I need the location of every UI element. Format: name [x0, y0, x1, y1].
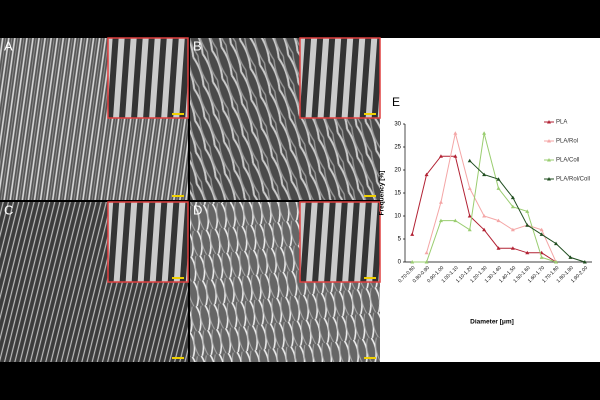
data-point [482, 172, 487, 177]
data-point [438, 154, 443, 158]
legend-marker [547, 139, 551, 143]
data-point [410, 260, 415, 264]
legend-label: PLA [556, 120, 567, 126]
data-point [496, 218, 501, 223]
y-tick-label: 25 [394, 145, 401, 151]
y-tick-label: 30 [394, 122, 401, 128]
legend-marker [547, 158, 551, 162]
y-axis-label: Frequency [%] [379, 171, 386, 216]
data-point [453, 154, 458, 158]
data-point [438, 200, 443, 204]
data-point [453, 131, 458, 135]
data-point [554, 241, 559, 246]
data-point [496, 186, 501, 190]
series-line [426, 133, 557, 263]
y-tick-label: 15 [394, 191, 401, 197]
data-point [424, 260, 429, 264]
data-point [467, 186, 472, 190]
data-point [467, 214, 472, 218]
legend-label: PLA/Coll [556, 158, 579, 164]
inset [299, 37, 381, 119]
data-point [467, 227, 472, 232]
data-point [496, 177, 501, 181]
data-point [510, 227, 515, 232]
data-point [424, 250, 429, 255]
legend-label: PLA/Rol/Coll [556, 177, 590, 183]
data-point [568, 255, 573, 259]
legend-marker [547, 177, 551, 181]
data-point [525, 209, 530, 213]
data-point [410, 232, 415, 236]
data-point [582, 260, 587, 264]
y-tick-label: 0 [398, 260, 402, 266]
data-point [554, 260, 559, 264]
legend-marker [547, 120, 551, 124]
inset [107, 201, 189, 283]
panel-label: E [392, 95, 400, 109]
y-tick-label: 20 [394, 168, 401, 174]
chart-background [380, 38, 600, 362]
micrographs: A B C D [0, 37, 381, 362]
data-point [453, 218, 458, 223]
scale-bars [172, 113, 376, 359]
data-point [510, 195, 515, 200]
data-point [539, 232, 544, 236]
data-point [424, 172, 429, 177]
inset [107, 37, 189, 119]
data-point [510, 246, 515, 250]
panel-label: B [193, 38, 202, 53]
data-point [525, 250, 530, 255]
data-point [496, 246, 501, 250]
data-point [438, 218, 443, 223]
data-point [482, 214, 487, 218]
data-point [525, 223, 530, 227]
y-tick-label: 10 [394, 214, 401, 220]
data-point [539, 227, 544, 232]
y-tick-label: 5 [398, 237, 402, 243]
legend-label: PLA/Rol [556, 139, 578, 145]
data-point [539, 255, 544, 259]
data-point [482, 227, 487, 232]
panel-label: A [4, 38, 13, 53]
data-point [510, 204, 515, 209]
data-point [467, 158, 472, 163]
panel-label: C [4, 202, 13, 217]
panel-label: D [193, 202, 202, 217]
data-point [482, 131, 487, 135]
x-axis-label: Diameter [μm] [470, 319, 514, 326]
inset [299, 201, 381, 283]
